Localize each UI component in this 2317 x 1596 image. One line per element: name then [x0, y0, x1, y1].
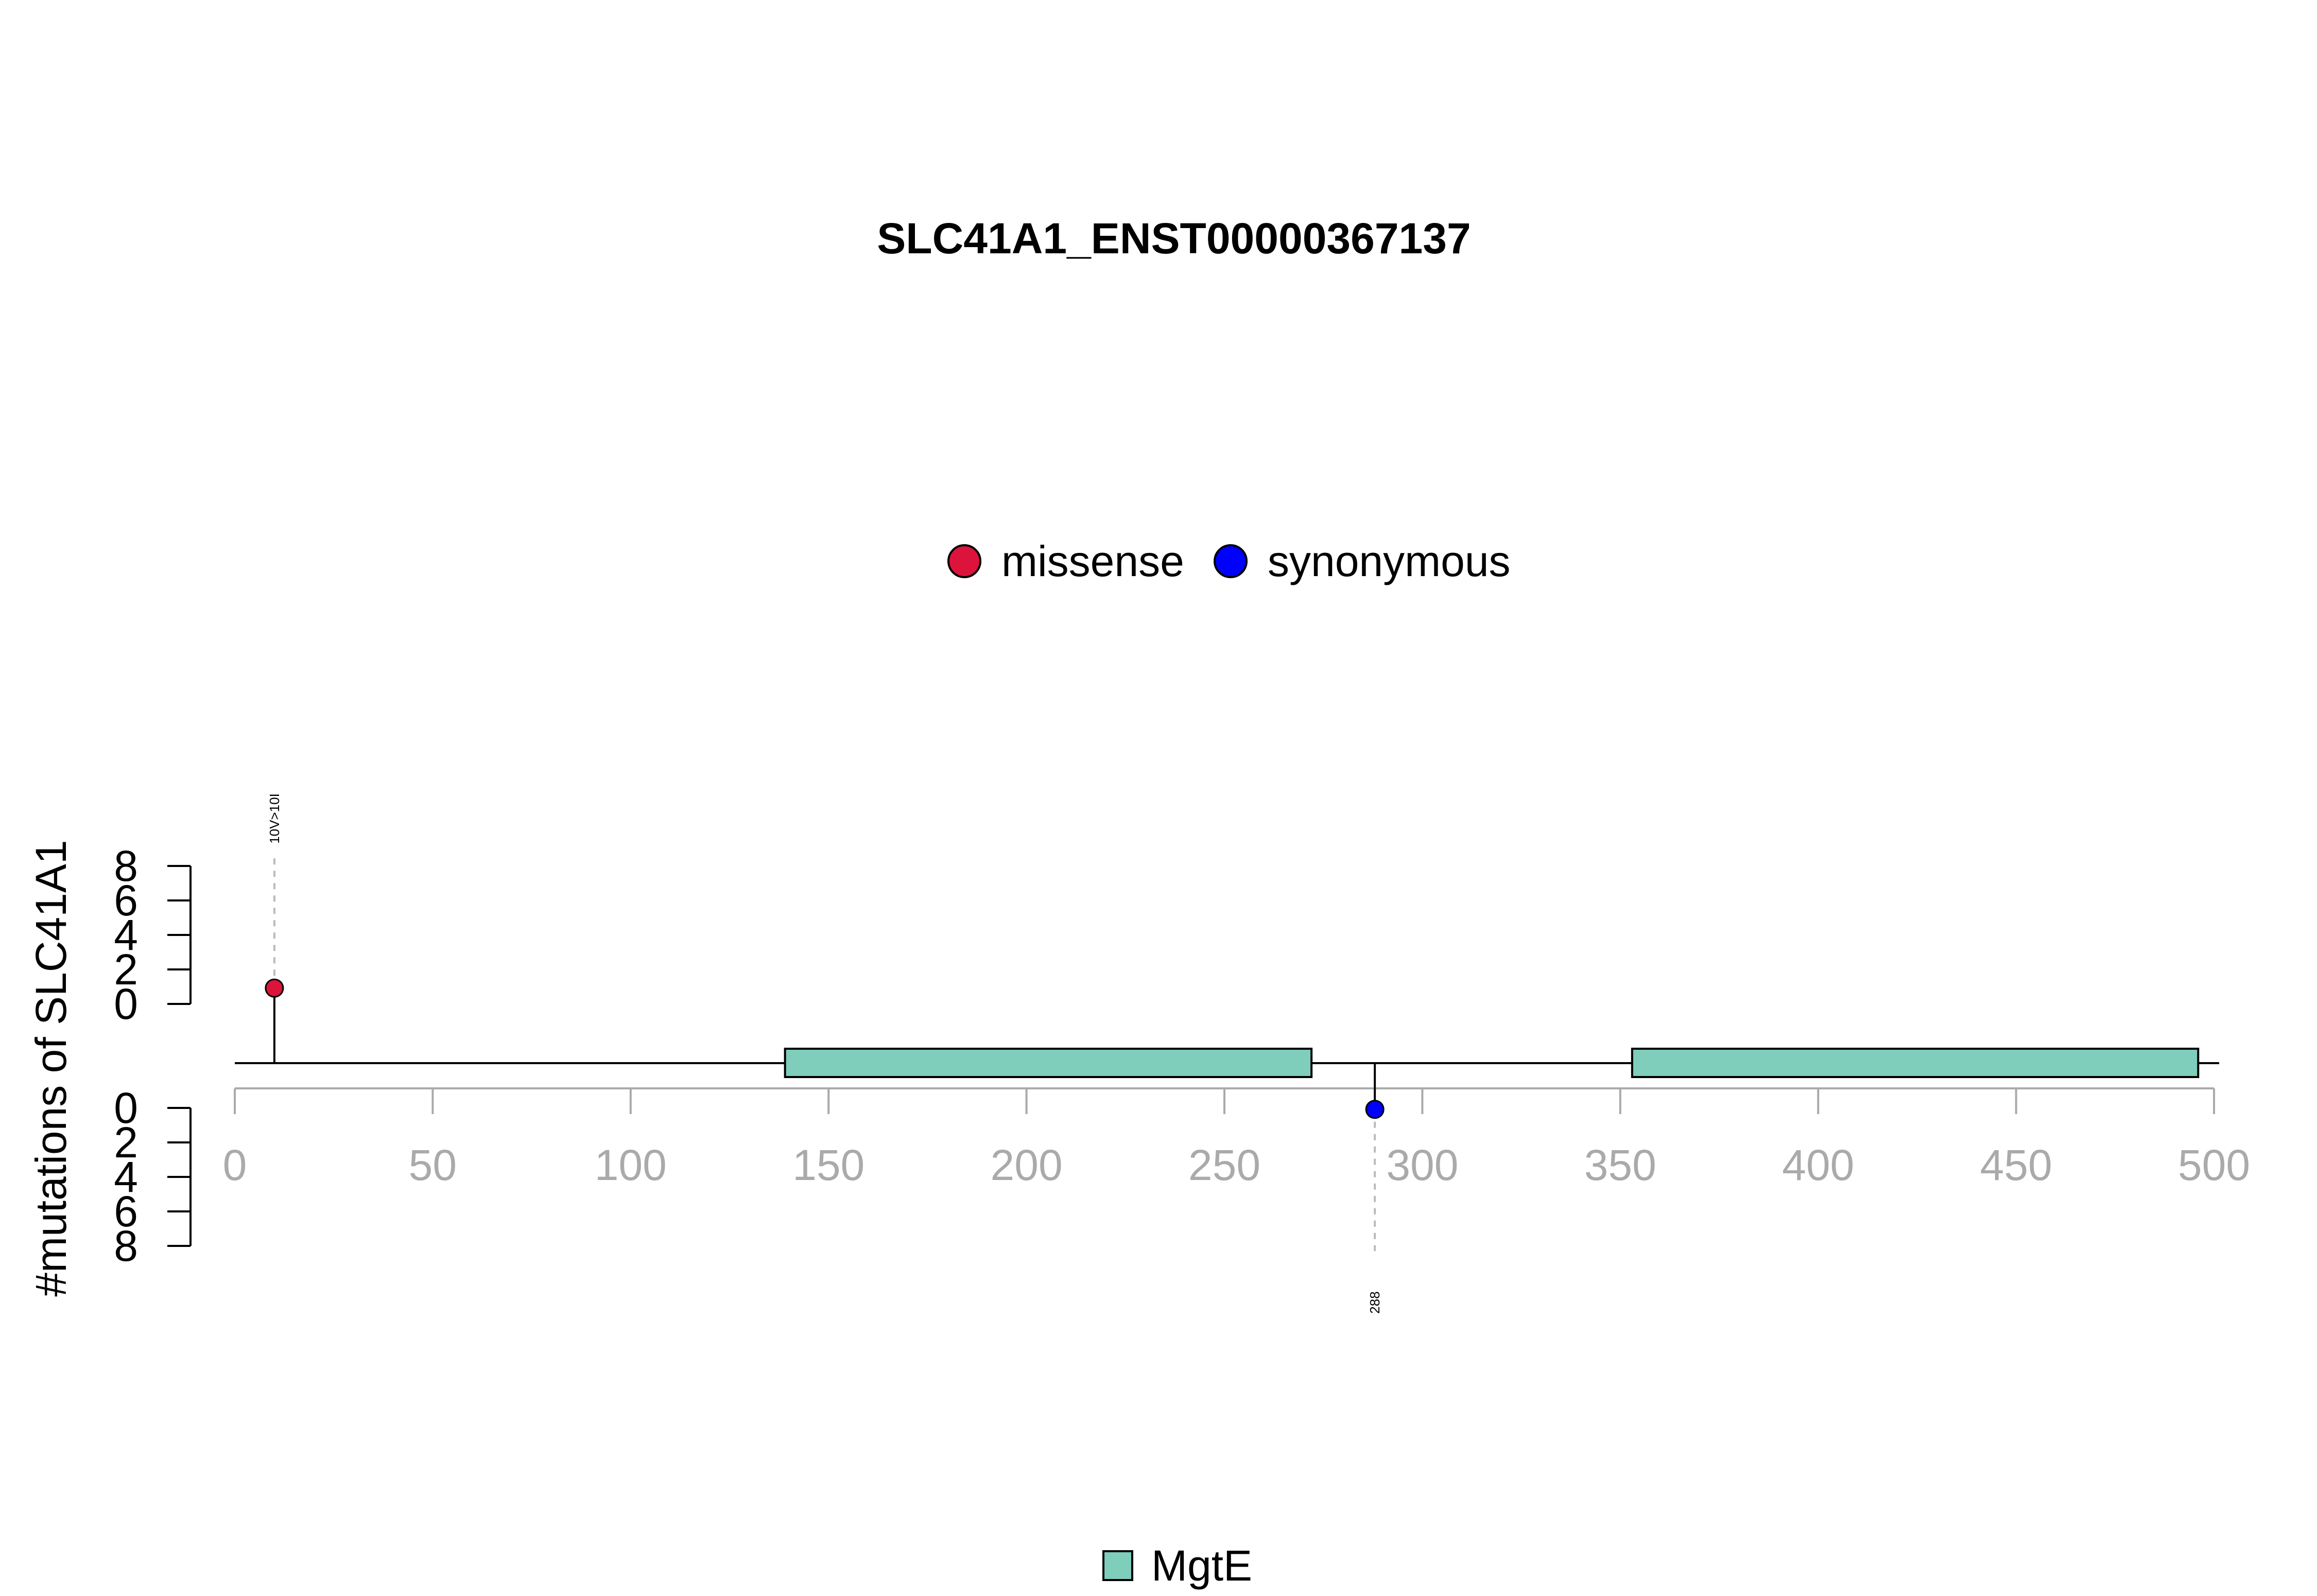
chart-title: SLC41A1_ENST00000367137 — [877, 214, 1471, 263]
y-tick-bottom-label: 0 — [114, 1084, 138, 1132]
x-tick-label: 100 — [595, 1141, 667, 1189]
domain-box — [784, 1048, 1313, 1078]
x-tick-label: 400 — [1782, 1141, 1854, 1189]
mutation-point — [1365, 1100, 1385, 1119]
domain-legend-swatch — [1102, 1550, 1133, 1581]
y-tick-bottom-label: 8 — [114, 1222, 138, 1270]
y-tick-bottom-label: 6 — [114, 1187, 138, 1236]
mutation-point — [265, 978, 284, 998]
y-axis-label: #mutations of SLC41A1 — [27, 840, 75, 1296]
y-tick-bottom-label: 4 — [114, 1153, 138, 1201]
y-tick-top-label: 4 — [114, 911, 138, 959]
domain-legend-label: MgtE — [1151, 1541, 1252, 1590]
x-tick-label: 250 — [1188, 1141, 1260, 1189]
legend-label-synonymous: synonymous — [1268, 537, 1511, 585]
x-tick-label: 300 — [1386, 1141, 1458, 1189]
mutation-type-legend: missense synonymous — [947, 537, 1511, 585]
x-tick-label: 450 — [1980, 1141, 2052, 1189]
x-tick-label: 50 — [409, 1141, 457, 1189]
legend-swatch-synonymous — [1214, 544, 1248, 578]
y-tick-bottom-label: 2 — [114, 1118, 138, 1167]
x-tick-label: 150 — [792, 1141, 864, 1189]
legend-swatch-missense — [947, 544, 981, 578]
y-tick-top-label: 2 — [114, 945, 138, 994]
y-tick-top-label: 6 — [114, 876, 138, 925]
mutation-label: 288 — [1367, 1291, 1382, 1313]
mutation-label: 10V>10I — [267, 793, 282, 844]
x-tick-label: 200 — [991, 1141, 1063, 1189]
y-tick-top-label: 8 — [114, 842, 138, 890]
domain-box — [1631, 1048, 2200, 1078]
y-tick-top-label: 0 — [114, 980, 138, 1028]
x-tick-label: 0 — [223, 1141, 247, 1189]
x-tick-label: 500 — [2178, 1141, 2250, 1189]
chart-marks: 10V>10I 288 — [235, 793, 2219, 1314]
legend-label-missense: missense — [1001, 537, 1184, 585]
x-tick-label: 350 — [1584, 1141, 1656, 1189]
domain-legend: MgtE — [1102, 1541, 1252, 1590]
